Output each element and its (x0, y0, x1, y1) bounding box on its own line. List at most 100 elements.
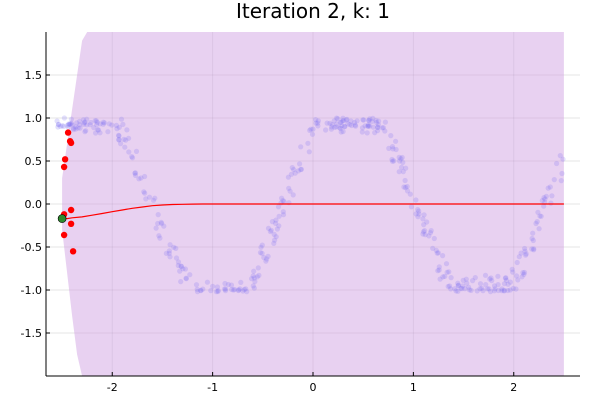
background-point (386, 145, 392, 151)
background-point (428, 228, 434, 234)
y-tick-label: 1.0 (25, 112, 43, 125)
background-point (367, 123, 373, 129)
background-point (267, 228, 273, 235)
background-point (167, 254, 173, 260)
background-point (554, 160, 560, 167)
background-point (208, 288, 214, 294)
background-point (534, 219, 540, 225)
background-point (501, 287, 507, 293)
background-point (166, 248, 172, 254)
background-point (94, 119, 100, 125)
background-point (291, 167, 297, 173)
background-point (513, 286, 519, 292)
background-point (67, 121, 73, 127)
background-point (274, 226, 280, 232)
background-point (492, 286, 498, 292)
background-point (353, 123, 359, 129)
background-point (142, 173, 148, 180)
background-point (84, 122, 90, 128)
background-point (464, 280, 470, 286)
background-point (462, 286, 468, 292)
background-point (116, 137, 122, 143)
background-point (514, 259, 520, 266)
background-point (558, 178, 564, 184)
background-point (522, 245, 528, 252)
background-point (479, 285, 485, 291)
background-point (440, 274, 446, 280)
background-point (228, 282, 235, 288)
selected-point (61, 156, 69, 163)
background-point (113, 122, 119, 128)
background-point (309, 131, 316, 137)
background-point (83, 128, 89, 134)
background-point (286, 185, 292, 191)
background-point (477, 286, 483, 292)
background-point (352, 122, 358, 128)
background-point (81, 120, 87, 126)
background-point (400, 159, 406, 165)
background-point (365, 122, 371, 128)
background-point (445, 283, 451, 290)
background-point (298, 144, 304, 150)
background-point (341, 118, 347, 124)
background-point (331, 118, 337, 124)
background-point (430, 245, 436, 251)
background-point (510, 269, 516, 275)
background-point (232, 286, 238, 293)
background-point (488, 275, 494, 281)
background-point (541, 203, 547, 209)
y-tick-label: 1.5 (25, 69, 43, 82)
background-point (68, 120, 74, 126)
background-point (389, 156, 395, 163)
background-point (75, 125, 81, 131)
background-point (348, 118, 354, 124)
background-point (440, 253, 446, 259)
background-point (435, 268, 441, 274)
background-point (455, 282, 462, 288)
background-point (396, 154, 402, 160)
background-point (335, 116, 341, 122)
background-point (389, 144, 396, 150)
background-point (80, 117, 87, 123)
background-point (264, 256, 270, 262)
background-point (271, 240, 277, 246)
background-point (287, 188, 293, 194)
background-point (375, 124, 381, 131)
background-point (536, 226, 542, 232)
x-tick-label: -1 (207, 381, 218, 394)
background-point (280, 198, 286, 204)
chart-title: Iteration 2, k: 1 (236, 0, 390, 23)
background-point (124, 127, 130, 133)
background-point (255, 265, 261, 271)
background-point (443, 261, 450, 267)
background-point (452, 286, 458, 292)
background-point (256, 272, 262, 278)
background-point (187, 272, 193, 278)
background-point (521, 271, 527, 277)
background-point (261, 254, 267, 261)
background-point (376, 118, 382, 124)
background-point (305, 140, 311, 146)
background-point (100, 121, 106, 127)
background-point (389, 158, 396, 164)
background-point (535, 209, 541, 215)
background-point (402, 177, 408, 184)
background-point (251, 285, 257, 291)
background-point (529, 235, 535, 242)
axes (45, 32, 580, 377)
background-point (499, 288, 505, 294)
background-point (379, 125, 385, 131)
background-point (81, 121, 87, 127)
background-point (194, 286, 200, 292)
background-point (415, 214, 421, 220)
background-point (495, 287, 501, 294)
background-point (306, 149, 312, 155)
background-point (93, 130, 99, 136)
background-point (120, 121, 126, 127)
background-point (222, 286, 228, 292)
background-point (272, 237, 278, 243)
background-point (503, 275, 509, 281)
background-point (54, 118, 60, 124)
background-point (400, 169, 406, 175)
y-tick-label: -0.5 (21, 241, 42, 254)
